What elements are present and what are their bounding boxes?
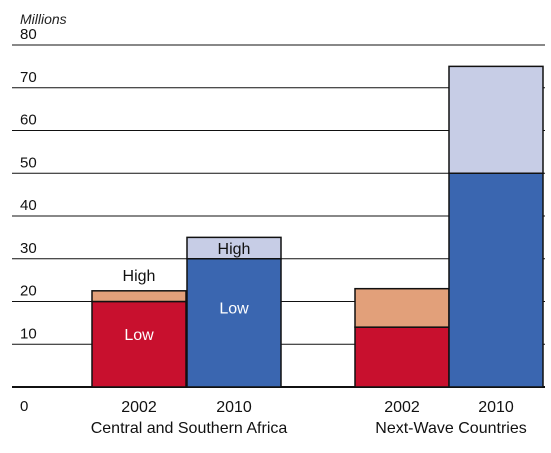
- year-label: 2010: [216, 399, 252, 416]
- y-tick-label: 0: [20, 398, 28, 415]
- bar-segment-high: [354, 287, 450, 328]
- y-tick-label: 80: [20, 26, 37, 43]
- segment-label: High: [123, 268, 156, 285]
- year-label: 2002: [121, 399, 157, 416]
- unit-label: Millions: [20, 11, 67, 27]
- y-tick-label: 70: [20, 69, 37, 86]
- y-tick-label: 20: [20, 283, 37, 300]
- segment-label: Low: [219, 300, 249, 317]
- y-tick-label: 50: [20, 154, 37, 171]
- segment-label: High: [218, 241, 251, 258]
- bar-segment-low: [186, 258, 282, 388]
- y-tick-label: 60: [20, 112, 37, 129]
- y-tick-label: 30: [20, 240, 37, 257]
- bar-segment-low: [91, 300, 187, 388]
- x-labels: 2002 2010 Central and Southern Africa 2002 2…: [91, 399, 527, 437]
- group-label: Central and Southern Africa: [91, 420, 288, 437]
- year-label: 2002: [384, 399, 420, 416]
- bar-segment-low: [354, 326, 450, 388]
- bar-segment-high: [448, 65, 544, 174]
- bar-segment-high: [186, 236, 282, 260]
- bar-segment-low: [448, 172, 544, 388]
- y-tick-label: 10: [20, 325, 37, 342]
- bars: Low High Low High: [91, 65, 544, 388]
- year-label: 2010: [478, 399, 514, 416]
- bar-segment-high: [91, 290, 187, 303]
- segment-label: Low: [124, 327, 154, 344]
- y-tick-labels: 0 10 20 30 40 50 60 70 80: [20, 26, 37, 415]
- group-label: Next-Wave Countries: [375, 420, 526, 437]
- y-tick-label: 40: [20, 197, 37, 214]
